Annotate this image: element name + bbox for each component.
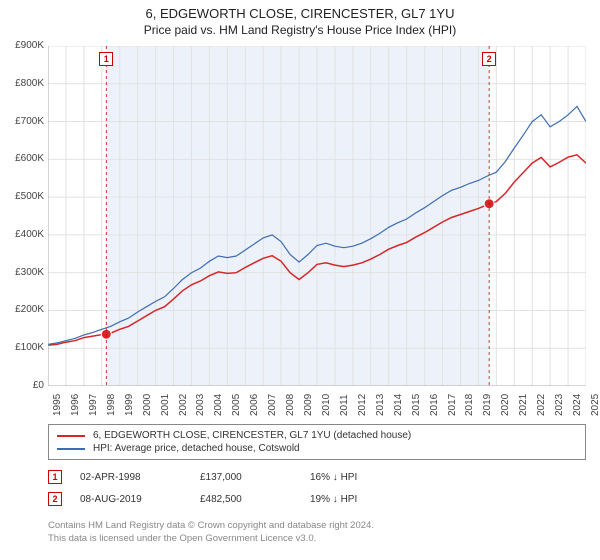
event-pct: 19% ↓ HPI (310, 494, 430, 505)
x-axis-tick-label: 2000 (142, 394, 153, 416)
x-axis-tick-label: 1997 (88, 394, 99, 416)
x-axis-tick-label: 2025 (590, 394, 600, 416)
chart-container: 6, EDGEWORTH CLOSE, CIRENCESTER, GL7 1YU… (0, 0, 600, 560)
x-axis-tick-label: 2019 (482, 394, 493, 416)
event-pct: 16% ↓ HPI (310, 472, 430, 483)
y-axis-tick-label: £400K (4, 229, 44, 240)
x-axis-tick-label: 2008 (285, 394, 296, 416)
footer-line: Contains HM Land Registry data © Crown c… (48, 520, 586, 533)
x-axis-tick-label: 2002 (178, 394, 189, 416)
x-axis-tick-label: 2013 (375, 394, 386, 416)
title-block: 6, EDGEWORTH CLOSE, CIRENCESTER, GL7 1YU… (0, 0, 600, 37)
footer-line: This data is licensed under the Open Gov… (48, 533, 586, 546)
x-axis-tick-label: 2023 (554, 394, 565, 416)
title-main: 6, EDGEWORTH CLOSE, CIRENCESTER, GL7 1YU (0, 6, 600, 21)
x-axis-tick-label: 2021 (518, 394, 529, 416)
x-axis-tick-label: 2009 (303, 394, 314, 416)
x-axis-tick-label: 2011 (339, 394, 350, 416)
y-axis-tick-label: £200K (4, 304, 44, 315)
x-axis-tick-label: 2018 (464, 394, 475, 416)
event-marker-box: 2 (48, 492, 62, 506)
legend-swatch (57, 435, 85, 437)
x-axis-tick-label: 2024 (572, 394, 583, 416)
legend-swatch (57, 448, 85, 450)
x-axis-tick-label: 2001 (160, 394, 171, 416)
events-table: 1 02-APR-1998 £137,000 16% ↓ HPI 2 08-AU… (48, 466, 586, 510)
x-axis-tick-label: 2006 (249, 394, 260, 416)
title-sub: Price paid vs. HM Land Registry's House … (0, 23, 600, 37)
chart-svg (48, 46, 586, 386)
y-axis-tick-label: £600K (4, 153, 44, 164)
legend-item: 6, EDGEWORTH CLOSE, CIRENCESTER, GL7 1YU… (57, 429, 577, 442)
legend-label: HPI: Average price, detached house, Cots… (93, 443, 300, 454)
event-row: 1 02-APR-1998 £137,000 16% ↓ HPI (48, 466, 586, 488)
y-axis-tick-label: £800K (4, 78, 44, 89)
y-axis-tick-label: £700K (4, 116, 44, 127)
x-axis-tick-label: 2015 (411, 394, 422, 416)
x-axis-tick-label: 1998 (106, 394, 117, 416)
x-axis-tick-label: 2004 (213, 394, 224, 416)
y-axis-tick-label: £500K (4, 191, 44, 202)
x-axis-tick-label: 1999 (124, 394, 135, 416)
x-axis-tick-label: 2005 (231, 394, 242, 416)
event-date: 08-AUG-2019 (80, 494, 200, 505)
boundary-marker: 2 (482, 52, 496, 66)
x-axis-tick-label: 1995 (52, 394, 63, 416)
event-marker-box: 1 (48, 470, 62, 484)
y-axis-tick-label: £300K (4, 267, 44, 278)
event-row: 2 08-AUG-2019 £482,500 19% ↓ HPI (48, 488, 586, 510)
event-price: £137,000 (200, 472, 310, 483)
x-axis-tick-label: 1996 (70, 394, 81, 416)
chart-plot-area: 12 (48, 46, 586, 386)
x-axis-tick-label: 2016 (429, 394, 440, 416)
event-date: 02-APR-1998 (80, 472, 200, 483)
x-axis-tick-label: 2014 (393, 394, 404, 416)
legend: 6, EDGEWORTH CLOSE, CIRENCESTER, GL7 1YU… (48, 424, 586, 460)
x-axis-tick-label: 2022 (536, 394, 547, 416)
event-price: £482,500 (200, 494, 310, 505)
x-axis-tick-label: 2010 (321, 394, 332, 416)
footer: Contains HM Land Registry data © Crown c… (48, 520, 586, 546)
x-axis-tick-label: 2012 (357, 394, 368, 416)
x-axis-tick-label: 2017 (447, 394, 458, 416)
y-axis-tick-label: £900K (4, 40, 44, 51)
x-axis-tick-label: 2020 (500, 394, 511, 416)
boundary-marker: 1 (99, 52, 113, 66)
x-axis-tick-label: 2003 (195, 394, 206, 416)
y-axis-tick-label: £0 (4, 380, 44, 391)
x-axis-tick-label: 2007 (267, 394, 278, 416)
legend-item: HPI: Average price, detached house, Cots… (57, 442, 577, 455)
y-axis-tick-label: £100K (4, 342, 44, 353)
legend-label: 6, EDGEWORTH CLOSE, CIRENCESTER, GL7 1YU… (93, 430, 411, 441)
